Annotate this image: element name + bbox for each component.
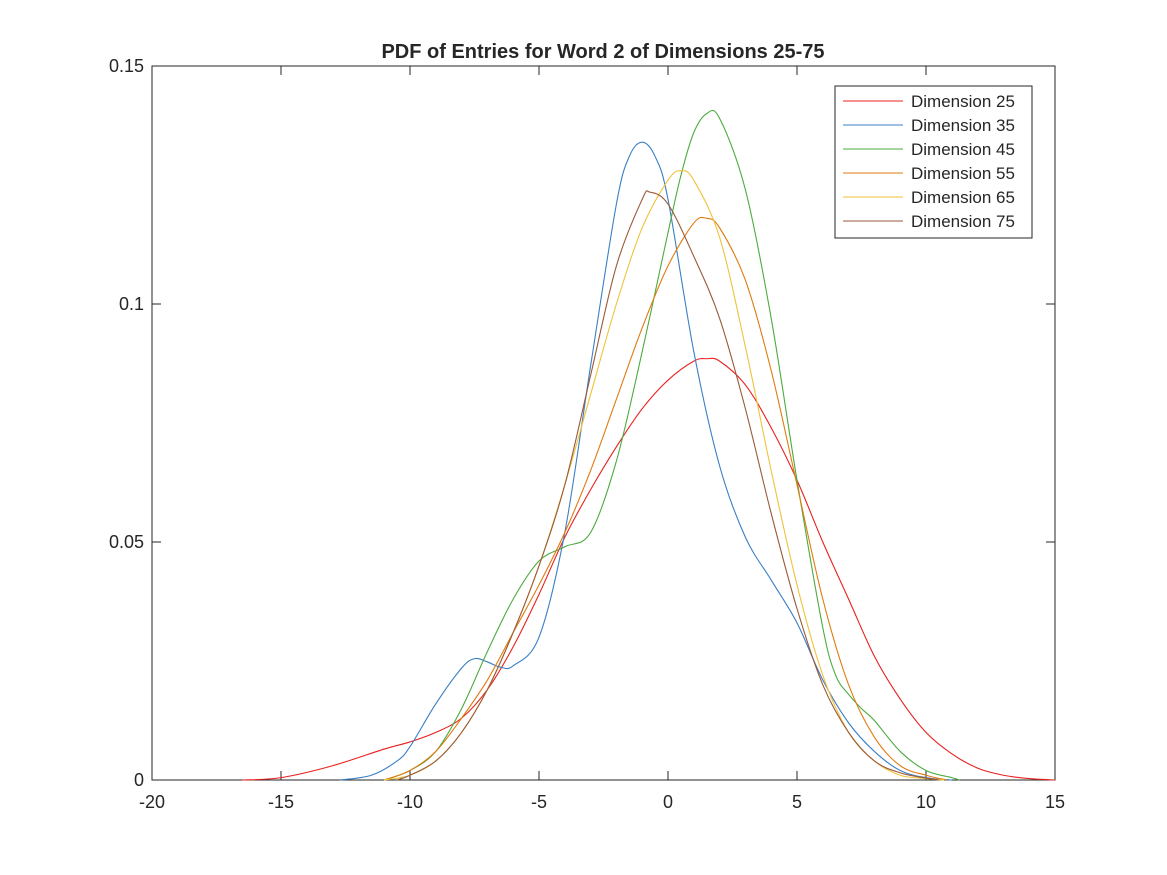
x-tick-label: 15: [1045, 792, 1065, 812]
y-tick-label: 0.05: [109, 532, 144, 552]
series-line-dimension-75: [396, 190, 939, 781]
legend-box: [834, 85, 1033, 239]
x-tick-label: 5: [792, 792, 802, 812]
x-tick-label: 0: [663, 792, 673, 812]
series-lines: [242, 109, 1056, 781]
x-tick-label: -5: [531, 792, 547, 812]
legend: Dimension 25 Dimension 35 Dimension 45 Dime…: [834, 85, 1033, 239]
series-line-dimension-25: [242, 357, 1056, 781]
legend-label: Dimension 45: [911, 140, 1015, 159]
y-tick-label: 0: [134, 770, 144, 790]
x-axis: -20 -15 -10 -5 0 5 10 15: [139, 66, 1065, 812]
legend-label: Dimension 65: [911, 188, 1015, 207]
x-tick-label: -10: [397, 792, 423, 812]
series-line-dimension-55: [384, 216, 947, 781]
y-tick-label: 0.1: [119, 294, 144, 314]
series-line-dimension-45: [384, 109, 960, 781]
x-tick-label: -15: [268, 792, 294, 812]
chart-title: PDF of Entries for Word 2 of Dimensions …: [381, 41, 824, 63]
y-tick-label: 0.15: [109, 56, 144, 76]
legend-label: Dimension 55: [911, 164, 1015, 183]
y-axis: 0 0.05 0.1 0.15: [109, 56, 1055, 790]
legend-label: Dimension 25: [911, 92, 1015, 111]
x-tick-label: 10: [916, 792, 936, 812]
x-tick-label: -20: [139, 792, 165, 812]
legend-label: Dimension 35: [911, 116, 1015, 135]
legend-label: Dimension 75: [911, 212, 1015, 231]
series-line-dimension-35: [340, 141, 952, 781]
